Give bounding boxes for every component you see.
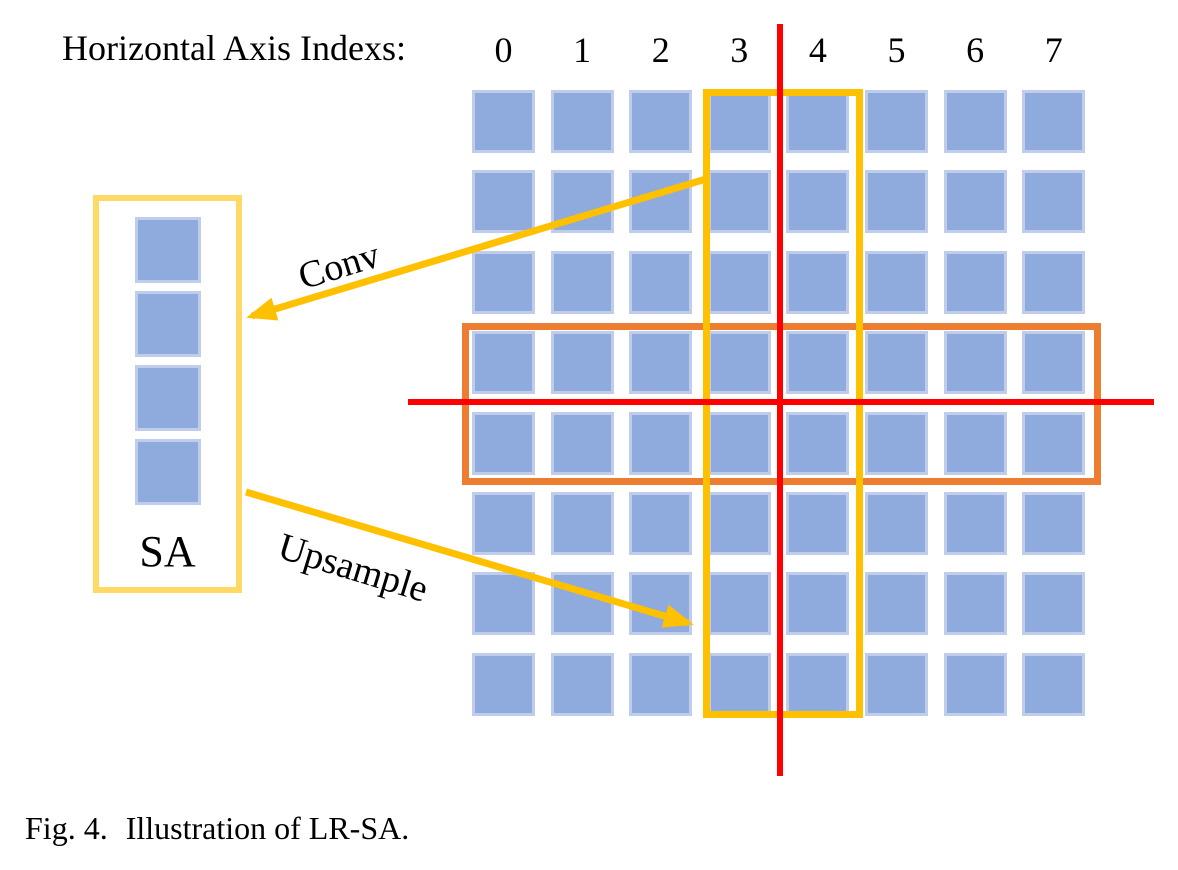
grid-square — [786, 250, 850, 314]
grid-square — [550, 331, 614, 395]
grid-square — [707, 170, 771, 234]
sa-square — [134, 291, 201, 357]
axis-index-1: 1 — [573, 30, 592, 70]
figure-number: Fig. 4. — [25, 810, 108, 846]
grid-square — [629, 170, 693, 234]
grid-square — [629, 331, 693, 395]
grid-square — [472, 411, 535, 475]
grid-square — [1022, 170, 1086, 234]
grid-square — [786, 90, 850, 153]
grid-square — [550, 170, 614, 234]
grid-square — [550, 90, 614, 153]
grid-square — [1022, 411, 1086, 475]
grid-square — [550, 572, 614, 636]
grid-square — [786, 411, 850, 475]
upsample-label: Upsample — [273, 525, 433, 611]
grid-square — [550, 652, 614, 716]
grid-square — [1022, 90, 1086, 153]
grid-square — [1022, 652, 1086, 716]
axis-index-4: 4 — [808, 30, 827, 70]
conv-label: Conv — [293, 233, 385, 299]
grid-square — [943, 90, 1007, 153]
axis-index-0: 0 — [494, 30, 513, 70]
grid-square — [629, 250, 693, 314]
grid-square — [472, 170, 535, 234]
axis-index-7: 7 — [1044, 30, 1063, 70]
sa-label: SA — [139, 527, 196, 576]
grid-square — [1022, 572, 1086, 636]
grid-square — [1022, 331, 1086, 395]
grid-square — [786, 170, 850, 234]
grid-square — [629, 90, 693, 153]
grid-square — [786, 572, 850, 636]
grid-square — [629, 572, 693, 636]
grid-square — [865, 170, 928, 234]
grid-square — [943, 652, 1007, 716]
grid-square — [707, 250, 771, 314]
grid-square — [786, 492, 850, 555]
sa-squares — [99, 217, 236, 505]
grid-square — [943, 250, 1007, 314]
grid-square — [550, 250, 614, 314]
sa-box: SA — [93, 195, 242, 593]
grid-square — [943, 492, 1007, 555]
grid-square — [550, 492, 614, 555]
grid-square — [865, 331, 928, 395]
grid-square — [472, 652, 535, 716]
grid-square — [865, 250, 928, 314]
grid-square — [629, 652, 693, 716]
grid-square — [865, 572, 928, 636]
grid-square — [865, 90, 928, 153]
vertical-axis-line — [777, 24, 783, 776]
axis-index-3: 3 — [730, 30, 749, 70]
grid-square — [943, 572, 1007, 636]
grid-square — [472, 331, 535, 395]
grid-square — [629, 492, 693, 555]
grid-square — [1022, 492, 1086, 555]
grid-square — [707, 572, 771, 636]
sa-square — [134, 365, 201, 431]
grid-square — [1022, 250, 1086, 314]
sa-square — [134, 217, 201, 283]
axis-title: Horizontal Axis Indexs: — [62, 28, 406, 68]
grid-square — [786, 331, 850, 395]
grid-square — [943, 331, 1007, 395]
sa-square — [134, 439, 201, 505]
grid-square — [943, 411, 1007, 475]
axis-index-2: 2 — [651, 30, 670, 70]
grid-square — [865, 492, 928, 555]
grid-square — [707, 492, 771, 555]
grid-square — [472, 90, 535, 153]
grid-square — [629, 411, 693, 475]
grid-square — [472, 572, 535, 636]
grid-square — [550, 411, 614, 475]
grid-square — [865, 411, 928, 475]
grid-square — [472, 250, 535, 314]
grid-square — [943, 170, 1007, 234]
grid-square — [472, 492, 535, 555]
figure-caption-text: Illustration of LR-SA. — [125, 810, 410, 846]
axis-index-6: 6 — [966, 30, 985, 70]
figure-caption: Fig. 4. Illustration of LR-SA. — [25, 810, 409, 847]
grid-square — [865, 652, 928, 716]
axis-index-5: 5 — [887, 30, 906, 70]
